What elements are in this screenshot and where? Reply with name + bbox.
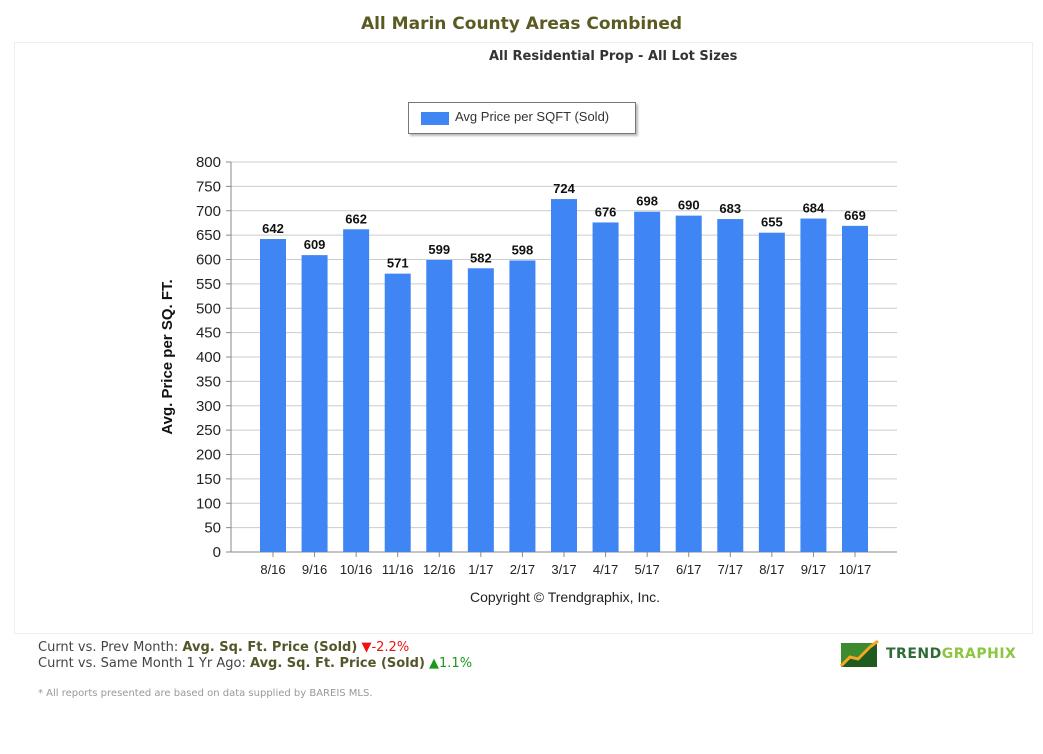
chart-legend: Avg Price per SQFT (Sold) <box>408 102 636 134</box>
logo-text: TRENDGRAPHIX <box>886 646 1016 662</box>
bar <box>467 268 494 552</box>
data-label: 571 <box>387 256 409 271</box>
x-tick-label: 8/17 <box>759 562 784 577</box>
y-tick-label: 650 <box>196 227 221 244</box>
bar <box>551 199 577 553</box>
bar <box>592 222 619 552</box>
x-tick-label: 6/17 <box>676 562 701 577</box>
y-tick-label: 700 <box>196 203 221 220</box>
y-tick-label: 350 <box>196 373 221 390</box>
data-label: 598 <box>512 242 534 257</box>
logo-text-a: TREND <box>886 646 942 662</box>
data-label: 655 <box>761 215 783 230</box>
y-tick-label: 50 <box>204 520 221 537</box>
comparison-label: Curnt vs. Prev Month: <box>38 640 183 655</box>
x-tick-label: 5/17 <box>634 562 659 577</box>
x-tick-label: 8/16 <box>260 562 285 577</box>
bar <box>675 215 702 552</box>
y-tick-label: 100 <box>196 495 221 512</box>
bar <box>634 211 661 552</box>
x-tick-label: 2/17 <box>510 562 535 577</box>
comparison-metric: Avg. Sq. Ft. Price (Sold) <box>249 656 425 671</box>
y-tick-label: 250 <box>196 422 221 439</box>
data-label: 724 <box>553 181 575 196</box>
data-label: 669 <box>844 208 866 223</box>
bar <box>842 225 868 553</box>
y-tick-label: 400 <box>196 349 221 366</box>
comparison-label: Curnt vs. Same Month 1 Yr Ago: <box>38 656 250 671</box>
trendgraphix-logo: TRENDGRAPHIX <box>839 639 1030 670</box>
bar <box>800 218 827 553</box>
bar-chart: 0 50 100 150 200 250 300 350 400 450 500 550 600 650 7… <box>159 154 897 605</box>
bar <box>343 229 370 552</box>
data-label: 642 <box>262 221 284 236</box>
x-tick-label: 10/16 <box>340 562 373 577</box>
y-tick-label: 150 <box>196 471 221 488</box>
data-label: 683 <box>719 201 741 216</box>
data-label: 609 <box>304 237 326 252</box>
logo-text-b: GRAPHIX <box>941 646 1017 662</box>
x-tick-label: 10/17 <box>839 562 872 577</box>
data-label: 582 <box>470 250 492 265</box>
x-tick-label: 1/17 <box>468 562 493 577</box>
bar <box>260 239 286 552</box>
x-tick-label: 9/16 <box>302 562 327 577</box>
data-label: 662 <box>345 211 367 226</box>
comparison-metric: Avg. Sq. Ft. Price (Sold) <box>182 640 358 655</box>
y-tick-label: 450 <box>196 325 221 342</box>
data-label: 684 <box>803 201 825 216</box>
y-tick-label: 0 <box>213 544 221 561</box>
y-tick-label: 500 <box>196 300 221 317</box>
x-axis-label: Copyright © Trendgraphix, Inc. <box>470 589 660 605</box>
legend-label: Avg Price per SQFT (Sold) <box>455 109 610 124</box>
chart-subtitle: All Residential Prop - All Lot Sizes <box>489 49 738 64</box>
comparison-change: 1.1% <box>439 656 473 671</box>
y-tick-label: 800 <box>196 154 221 171</box>
bar <box>301 255 328 553</box>
logo-chart-icon <box>839 639 879 668</box>
data-source-note: * All reports presented are based on dat… <box>38 688 373 699</box>
triangle-up-icon: ▲ <box>429 656 440 671</box>
triangle-down-icon: ▼ <box>361 640 372 655</box>
y-tick-label: 300 <box>196 398 221 415</box>
bar <box>426 259 453 552</box>
y-tick-label: 750 <box>196 178 221 195</box>
y-axis-label: Avg. Price per SQ. FT. <box>159 279 176 434</box>
comparison-prev-month: Curnt vs. Prev Month: Avg. Sq. Ft. Price… <box>38 640 409 655</box>
x-tick-label: 4/17 <box>593 562 618 577</box>
x-tick-label: 12/16 <box>423 562 456 577</box>
page-title: All Marin County Areas Combined <box>360 14 683 34</box>
x-tick-label: 11/16 <box>382 562 414 577</box>
y-tick-label: 550 <box>196 276 221 293</box>
y-tick-label: 600 <box>196 252 221 269</box>
data-label: 599 <box>428 242 450 257</box>
comparison-change: -2.2% <box>371 640 410 655</box>
data-label: 698 <box>636 194 658 209</box>
bar <box>717 219 744 552</box>
x-tick-label: 7/17 <box>718 562 743 577</box>
legend-swatch <box>421 112 449 125</box>
comparison-year-ago: Curnt vs. Same Month 1 Yr Ago: Avg. Sq. … <box>38 656 472 671</box>
bar <box>384 273 411 552</box>
y-tick-label: 200 <box>196 447 221 464</box>
bar <box>509 260 536 552</box>
data-label: 690 <box>678 198 700 213</box>
bar <box>758 232 785 552</box>
x-tick-label: 9/17 <box>801 562 826 577</box>
data-label: 676 <box>595 204 617 219</box>
x-tick-label: 3/17 <box>551 562 576 577</box>
